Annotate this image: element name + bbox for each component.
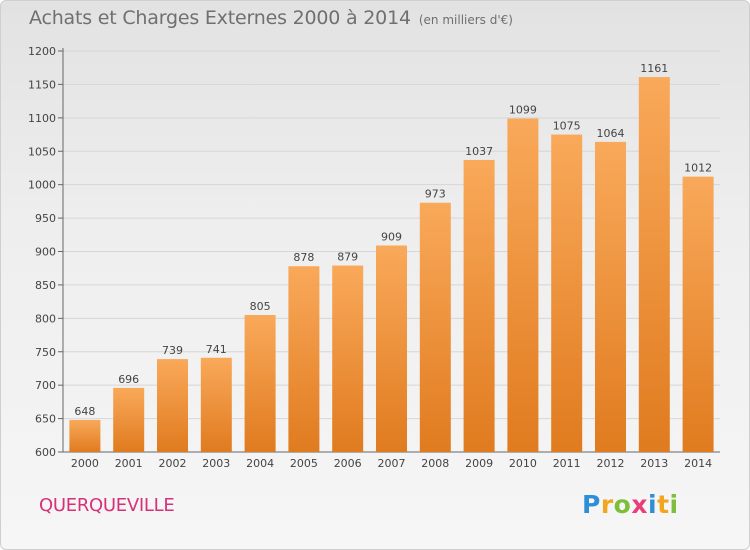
bars [69,77,714,453]
x-tick-label: 2001 [115,457,143,470]
data-label-2006: 879 [337,251,358,264]
bar-2001 [113,387,145,452]
data-label-2004: 805 [250,300,271,313]
chart-title: Achats et Charges Externes 2000 à 2014 (e… [29,7,513,29]
x-tick-label: 2006 [334,457,362,470]
y-tick-label: 650 [35,413,56,426]
data-label-2014: 1012 [684,162,712,175]
data-label-2003: 741 [206,343,227,356]
data-label-2011: 1075 [553,120,581,133]
data-labels: 648 696 739 741 805 878 879 909 973 1037 1099 1075 1… [74,62,712,418]
bar-2002 [157,359,188,452]
y-tick-label: 950 [35,212,56,225]
bar-2012 [595,141,626,453]
logo-letter: i [669,490,679,519]
bar-2010 [507,118,539,453]
data-label-2000: 648 [74,405,95,418]
y-tick-label: 1100 [28,112,56,125]
bar-2000 [69,419,101,452]
y-tick-label: 900 [35,246,56,259]
logo-letter: P [582,490,601,519]
y-tick-label: 1200 [28,45,56,58]
y-tick-label: 1150 [28,78,56,91]
bar-2011 [551,134,583,452]
data-label-2009: 1037 [465,145,493,158]
x-tick-label: 2011 [553,457,581,470]
data-label-2012: 1064 [597,127,625,140]
x-tick-label: 2008 [421,457,449,470]
x-tick-label: 2002 [159,457,187,470]
x-tick-label: 2007 [378,457,406,470]
x-tick-label: 2013 [640,457,668,470]
y-tick-label: 1000 [28,179,56,192]
x-tick-label: 2014 [684,457,712,470]
x-tick-label: 2003 [202,457,230,470]
data-label-2002: 739 [162,344,183,357]
y-tick-label: 700 [35,379,56,392]
y-tick-labels: 600 650 700 750 800 850 900 950 1000 1050 1100 1150… [28,45,56,459]
data-label-2013: 1161 [640,62,668,75]
data-label-2005: 878 [293,251,314,264]
x-tick-label: 2010 [509,457,537,470]
y-tick-label: 1050 [28,145,56,158]
bar-2014 [682,176,714,452]
data-label-2010: 1099 [509,104,537,117]
logo-letter: x [631,490,648,519]
y-tick-label: 800 [35,312,56,325]
bar-2013 [638,77,670,452]
x-tick-label: 2005 [290,457,318,470]
x-tick-labels: 2000 2001 2002 2003 2004 2005 2006 2007 2008 2009… [71,457,712,470]
x-tick-label: 2012 [597,457,625,470]
place-name: QUERQUEVILLE [39,495,175,516]
x-tick-label: 2009 [465,457,493,470]
bar-2005 [288,266,320,452]
logo-letter: i [648,490,658,519]
logo-letter: o [613,490,632,519]
y-tick-label: 750 [35,346,56,359]
logo-letter: t [657,490,670,519]
logo-letter: r [600,490,614,519]
y-tick-label: 850 [35,279,56,292]
y-tick-label: 600 [35,446,56,459]
bar-2004 [244,314,276,452]
bar-2006 [332,265,364,452]
x-tick-label: 2004 [246,457,274,470]
chart-title-text: Achats et Charges Externes 2000 à 2014 [29,7,411,29]
data-label-2008: 973 [425,188,446,201]
bar-2009 [463,159,495,452]
bar-2007 [376,245,407,452]
x-tick-label: 2000 [71,457,99,470]
chart-subtitle: (en milliers d'€) [418,13,513,27]
bar-2003 [200,357,232,452]
bar-2008 [419,202,451,452]
proxiti-logo: Proxiti [582,490,679,519]
data-label-2001: 696 [118,373,139,386]
data-label-2007: 909 [381,230,402,243]
